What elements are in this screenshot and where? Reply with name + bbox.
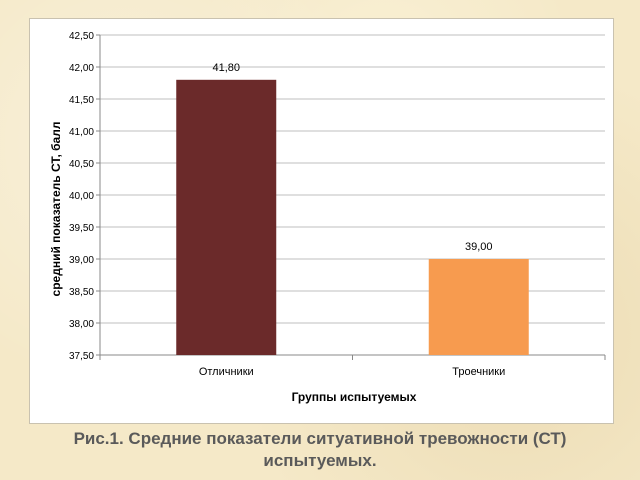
bar bbox=[428, 259, 529, 355]
y-tick-label: 40,50 bbox=[69, 159, 94, 170]
bar bbox=[176, 79, 277, 356]
x-tick-label: Троечники bbox=[452, 366, 505, 378]
y-tick-label: 41,00 bbox=[69, 127, 94, 138]
data-label: 41,80 bbox=[212, 62, 240, 74]
y-tick-label: 37,50 bbox=[69, 351, 94, 362]
y-axis-title: средний показатель СТ, балл bbox=[49, 122, 63, 297]
caption-line-2: испытуемых. bbox=[263, 451, 377, 470]
data-label: 39,00 bbox=[465, 241, 493, 253]
bar-chart: 37,50 38,00 38,50 39,00 39,50 40,00 40,50 41,00… bbox=[49, 31, 606, 404]
y-tick-label: 38,50 bbox=[69, 287, 94, 298]
caption-line-1: Рис.1. Средние показатели ситуативной тр… bbox=[73, 429, 567, 448]
data-labels: 41,80 39,00 bbox=[212, 62, 492, 253]
y-tick-label: 42,00 bbox=[69, 63, 94, 74]
y-tick-label: 38,00 bbox=[69, 319, 94, 330]
y-tick-label: 39,50 bbox=[69, 223, 94, 234]
y-tick-label: 41,50 bbox=[69, 95, 94, 106]
figure-caption: Рис.1. Средние показатели ситуативной тр… bbox=[0, 428, 640, 472]
x-axis-title: Группы испытуемых bbox=[292, 390, 417, 404]
gridlines bbox=[100, 34, 605, 324]
chart-panel: 37,50 38,00 38,50 39,00 39,50 40,00 40,50 41,00… bbox=[29, 18, 614, 424]
x-tick-label: Отличники bbox=[199, 366, 254, 378]
y-tick-label: 39,00 bbox=[69, 255, 94, 266]
y-tick-labels: 37,50 38,00 38,50 39,00 39,50 40,00 40,50 41,00… bbox=[69, 31, 94, 362]
y-tick-label: 40,00 bbox=[69, 191, 94, 202]
x-tick-labels: Отличники Троечники bbox=[199, 366, 505, 378]
y-tick-label: 42,50 bbox=[69, 31, 94, 42]
bars bbox=[176, 79, 529, 356]
